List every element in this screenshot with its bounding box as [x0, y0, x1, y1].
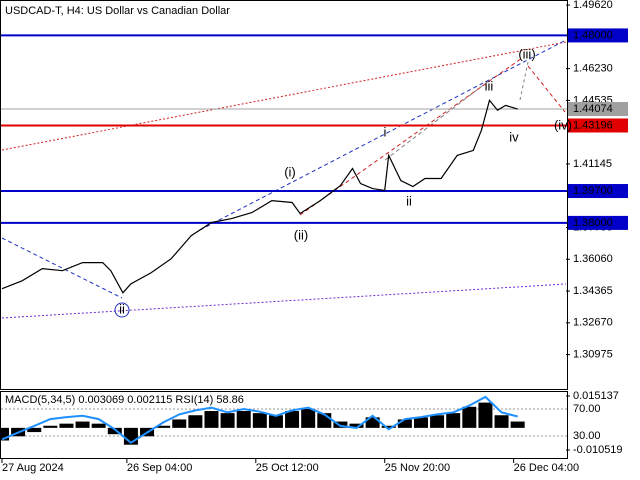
- wave-label: (iii): [518, 46, 535, 61]
- macd-bar: [43, 425, 58, 428]
- macd-bar: [172, 419, 187, 428]
- y-tick-label: 1.49620: [573, 0, 613, 11]
- y-tick-label: 1.46230: [573, 63, 613, 75]
- x-tick-label: 26 Dec 04:00: [514, 462, 579, 474]
- wave-label: ii: [406, 193, 412, 208]
- y-tick-label: -0.010519: [573, 444, 623, 456]
- macd-bar: [430, 415, 445, 428]
- y-tick-label: 1.41145: [573, 158, 612, 170]
- level-box: [568, 28, 628, 43]
- wave-line: [1, 237, 123, 299]
- y2-tick-label: 70.00: [573, 403, 601, 415]
- macd-bar: [75, 421, 90, 428]
- level-label: 1.39700: [573, 185, 613, 197]
- current-price-box: [568, 102, 628, 117]
- macd-bar: [349, 423, 364, 428]
- level-label: 1.48000: [573, 29, 613, 41]
- macd-bar: [478, 402, 493, 428]
- macd-bar: [510, 421, 525, 428]
- current-price-label: 1.44074: [573, 103, 613, 115]
- wave-label: (ii): [294, 227, 308, 242]
- wave-label: (iv): [554, 117, 572, 132]
- rsi-line: [1, 395, 518, 444]
- macd-bar: [365, 417, 380, 428]
- wave-label: (i): [284, 164, 296, 179]
- forecast-line: [527, 65, 566, 113]
- y-tick-label: 1.34365: [573, 285, 613, 297]
- wave-label: iii: [485, 78, 494, 93]
- macd-bar: [107, 427, 122, 435]
- y2-tick-label: 30.00: [573, 430, 601, 442]
- level-label: 1.43196: [573, 119, 613, 131]
- wave-label: i: [384, 124, 387, 139]
- chart-title: USDCAD-T, H4: US Dollar vs Canadian Doll…: [5, 5, 230, 17]
- x-tick-label: 26 Sep 04:00: [127, 462, 192, 474]
- wave-label: iv: [509, 129, 519, 144]
- level-box: [568, 118, 628, 133]
- main-pane: [0, 0, 568, 390]
- x-tick-label: 25 Oct 12:00: [256, 462, 319, 474]
- x-tick-label: 25 Nov 20:00: [385, 462, 450, 474]
- macd-bar: [236, 411, 251, 428]
- macd-bar: [252, 413, 267, 428]
- y-tick-label: 1.30975: [573, 349, 613, 361]
- macd-bar: [446, 413, 461, 428]
- y-tick-label: 0.015137: [573, 390, 619, 402]
- y-tick-label: 1.36060: [573, 253, 613, 265]
- macd-bar: [59, 423, 74, 428]
- wave-label: ii: [119, 301, 125, 316]
- macd-bar: [220, 413, 235, 428]
- wave-line: [384, 79, 491, 161]
- level-box: [568, 215, 628, 230]
- wave-line: [199, 39, 567, 231]
- macd-bar: [27, 427, 42, 433]
- macd-bar: [188, 415, 203, 428]
- forecast-line: [519, 61, 529, 101]
- y-tick-label: 1.32670: [573, 317, 613, 329]
- price-line: [1, 99, 518, 294]
- macd-bar: [462, 406, 477, 428]
- macd-bar: [285, 411, 300, 428]
- macd-bar: [381, 425, 396, 428]
- macd-bar: [301, 408, 316, 428]
- level-box: [568, 184, 628, 199]
- macd-bar: [268, 415, 283, 428]
- macd-bar: [413, 417, 428, 428]
- macd-bar: [156, 425, 171, 428]
- macd-bar: [494, 415, 509, 428]
- level-label: 1.38000: [573, 217, 613, 229]
- wave-circle: [114, 302, 130, 318]
- macd-bar: [397, 419, 412, 428]
- x-tick-label: 27 Aug 2024: [2, 462, 64, 474]
- macd-bar: [0, 427, 9, 441]
- indicator-title: MACD(5,34,5) 0.003069 0.002115 RSI(14) 5…: [5, 394, 244, 406]
- macd-bar: [91, 423, 106, 428]
- macd-bar: [204, 411, 219, 428]
